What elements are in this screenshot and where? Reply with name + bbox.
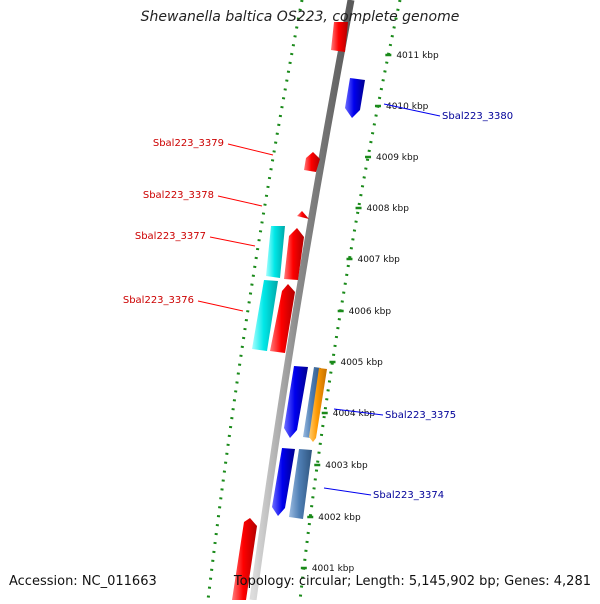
gene-arrow-reverse <box>304 152 320 172</box>
tick-label: 4004 kbp <box>333 409 376 419</box>
gene-label-reverse: Sbal223_3377 <box>135 231 206 242</box>
gene-arrow-reverse <box>232 518 257 600</box>
gene-arrow-forward <box>309 368 327 442</box>
gene-label-reverse: Sbal223_3376 <box>123 295 194 306</box>
tick-label: 4010 kbp <box>386 102 429 112</box>
tick-label: 4008 kbp <box>367 204 410 214</box>
gene-label-reverse: Sbal223_3378 <box>143 190 214 201</box>
gene-arrow-forward <box>289 449 312 519</box>
gene-arrow-reverse <box>270 284 295 353</box>
gene-arrow-reverse <box>284 228 304 280</box>
tick-label: 4006 kbp <box>349 307 392 317</box>
gene-label-reverse: Sbal223_3379 <box>153 138 224 149</box>
rna-feature <box>266 226 285 278</box>
scale-ticks: 4011 kbp 4010 kbp 4009 kbp 4008 kbp 4007 kbp… <box>300 51 439 574</box>
map-title: Shewanella baltica OS223, complete genom… <box>140 9 460 25</box>
gene-arrow-reverse <box>297 211 309 219</box>
gene-arrow-forward <box>345 78 365 118</box>
tick-label: 4003 kbp <box>325 461 368 471</box>
gene-arrow-forward <box>303 367 321 438</box>
tick-label: 4002 kbp <box>318 513 361 523</box>
gene-arrow-forward <box>284 366 308 438</box>
gene-arrow-reverse <box>331 22 348 52</box>
gene-label-forward: Sbal223_3375 <box>385 410 456 421</box>
gene-leader-line <box>323 487 372 496</box>
rna-feature <box>252 280 278 351</box>
gene-leader-line <box>333 408 384 416</box>
tick-label: 4009 kbp <box>376 153 419 163</box>
inner-dotted-ring <box>206 0 304 601</box>
accession-text: Accession: NC_011663 <box>9 574 157 589</box>
tick-label: 4007 kbp <box>357 255 400 265</box>
tick-label: 4001 kbp <box>312 564 355 574</box>
gene-leader-line <box>197 300 244 312</box>
gene-leader-line <box>383 103 441 117</box>
genome-backbone <box>249 0 355 601</box>
genome-summary-text: Topology: circular; Length: 5,145,902 bp… <box>233 574 591 589</box>
gene-features <box>232 22 365 600</box>
tick-label: 4005 kbp <box>340 358 383 368</box>
gene-labels: Sbal223_3379 Sbal223_3378 Sbal223_3377 Sbal… <box>123 103 513 501</box>
gene-leader-line <box>227 143 274 156</box>
gene-leader-line <box>209 236 256 247</box>
tick-label: 4011 kbp <box>396 51 439 61</box>
gene-label-forward: Sbal223_3380 <box>442 111 513 122</box>
gene-arrow-forward <box>272 448 295 516</box>
gene-label-forward: Sbal223_3374 <box>373 490 444 501</box>
gene-leader-line <box>217 195 263 207</box>
